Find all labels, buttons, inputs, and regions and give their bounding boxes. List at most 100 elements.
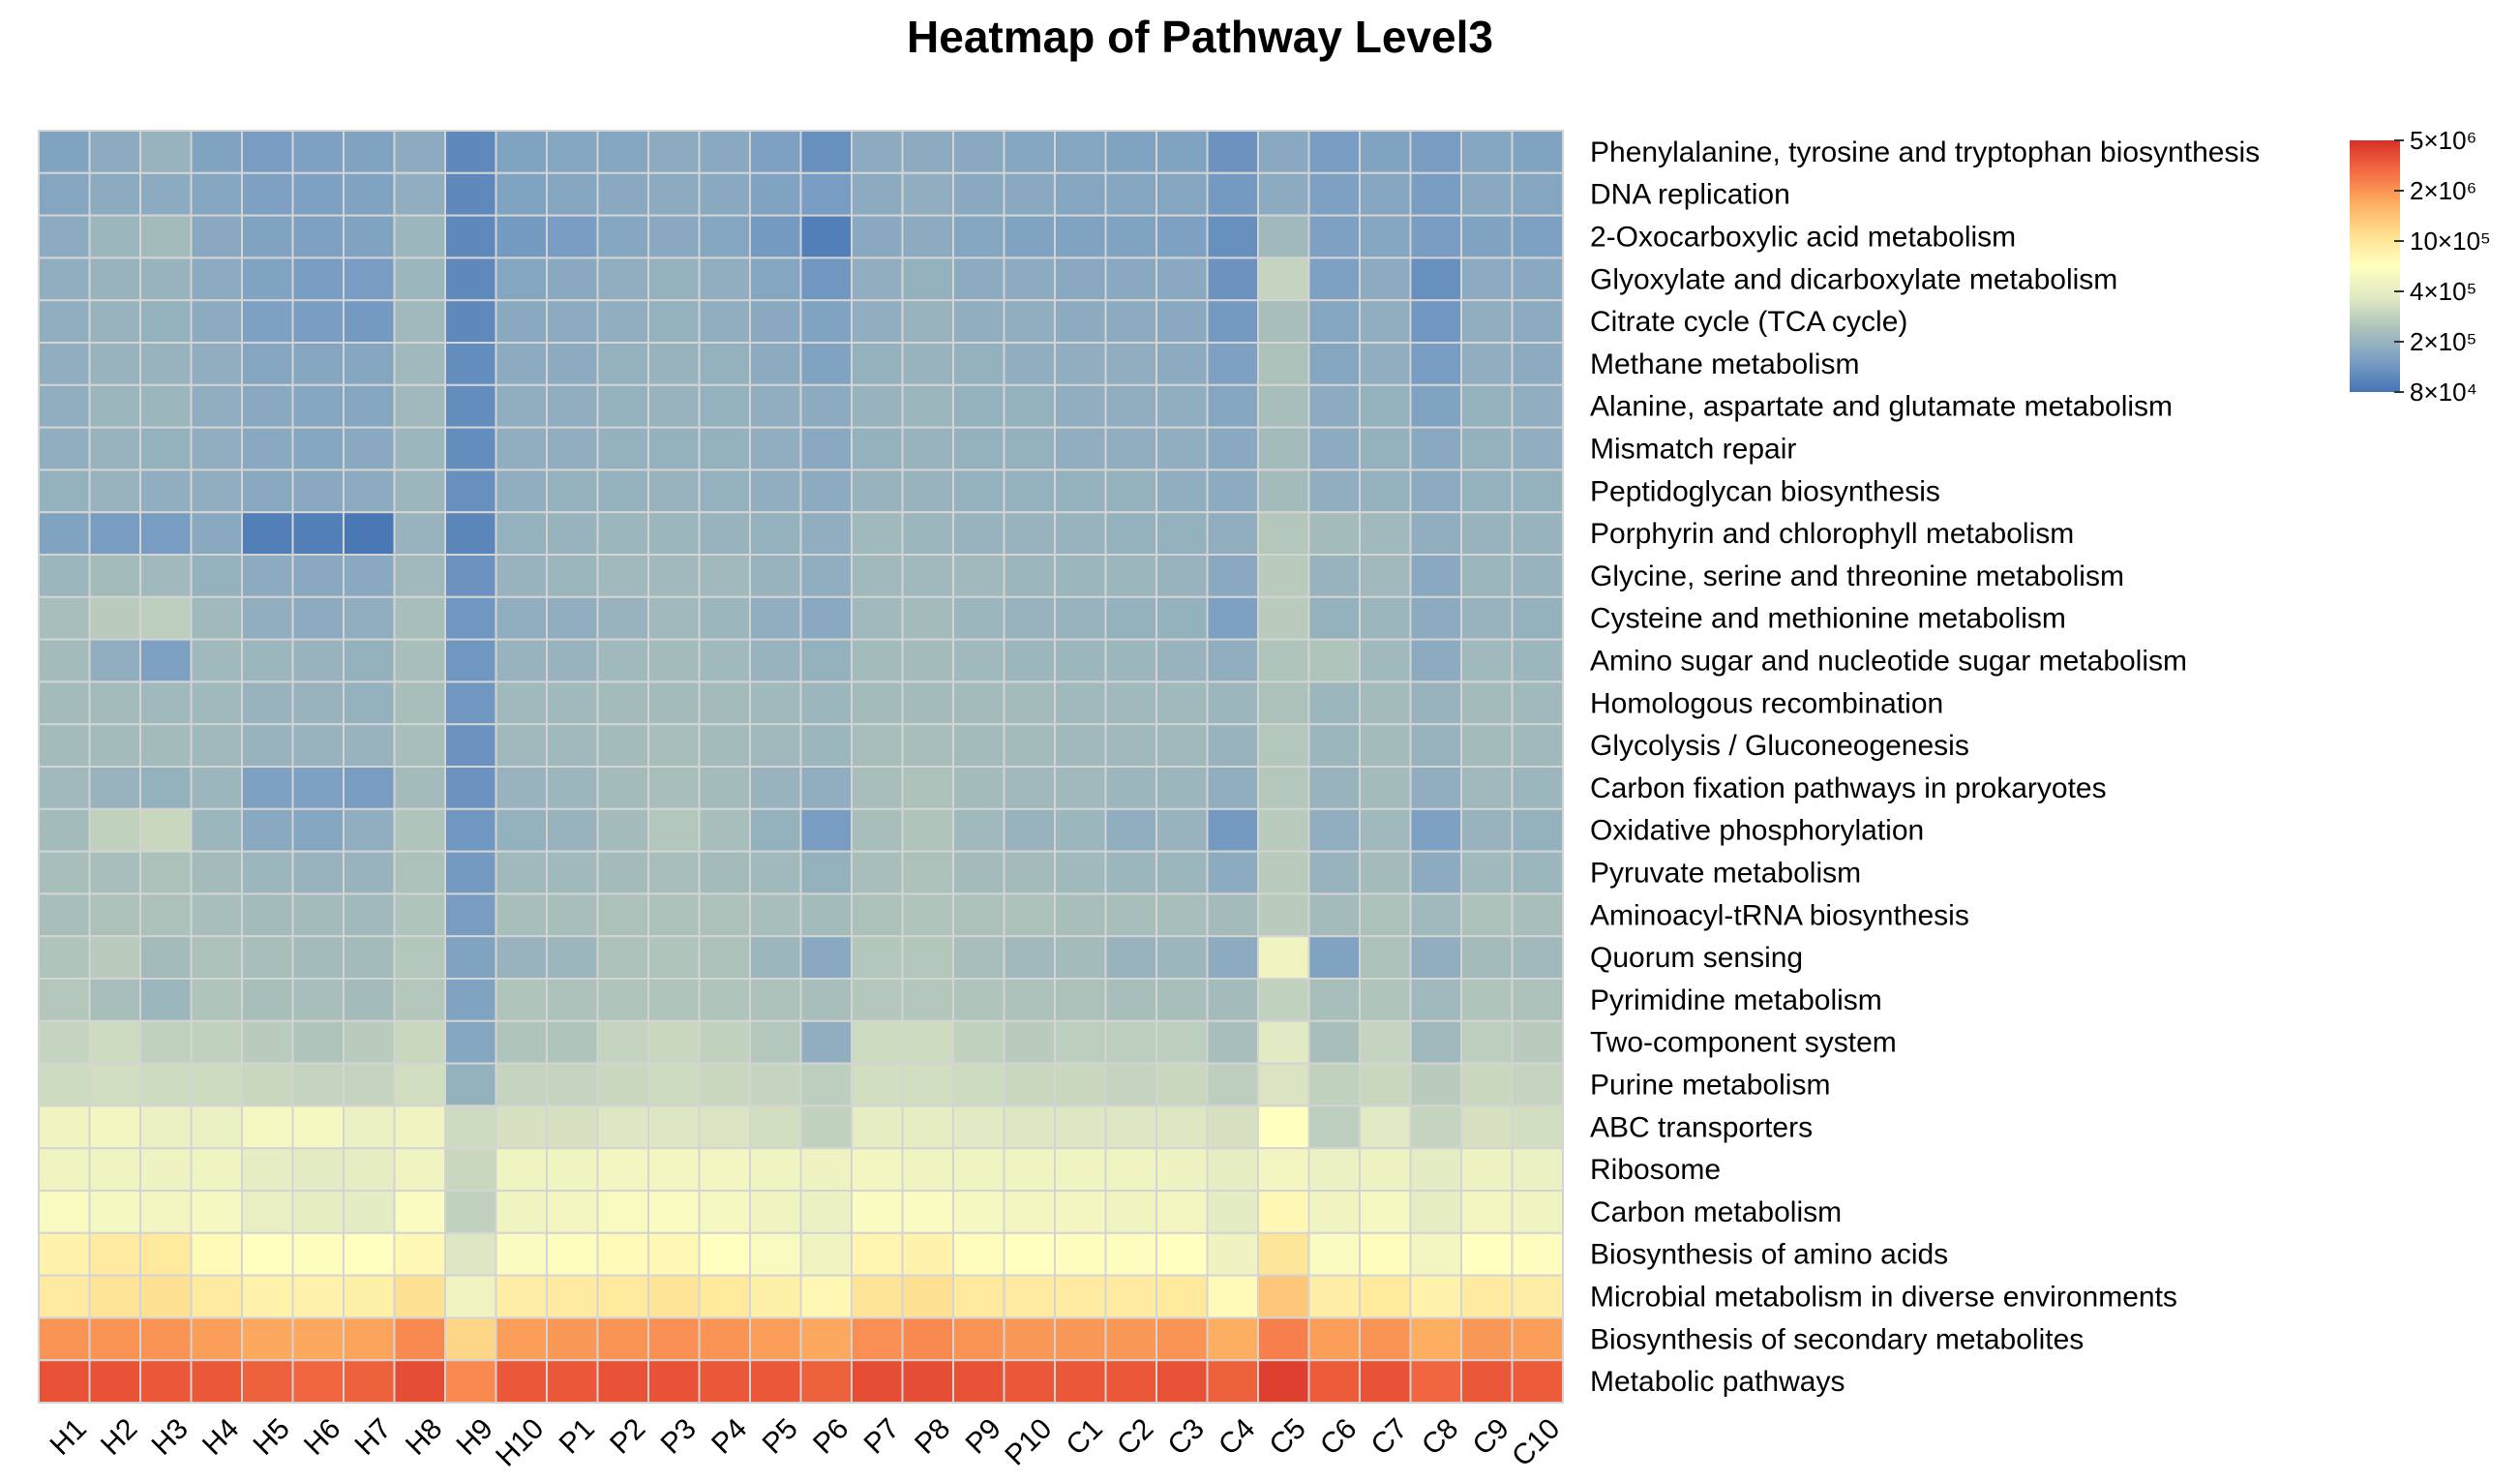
heatmap-cell [901,257,954,302]
heatmap-cell [901,1104,954,1150]
heatmap-cell [291,130,345,174]
heatmap-cell [291,766,345,810]
heatmap-cell [546,554,599,598]
heatmap-cell [291,426,345,471]
heatmap-cell [698,469,751,514]
heatmap-cell [393,257,446,302]
heatmap-cell [495,681,548,726]
heatmap-cell [546,850,599,895]
heatmap-cell [38,892,91,938]
heatmap-cell [749,850,802,895]
heatmap-cell [1155,1019,1209,1065]
heatmap-cell [1155,1231,1209,1277]
heatmap-cell [88,1147,141,1192]
heatmap-cell [1359,342,1412,386]
heatmap-cell [139,723,193,769]
heatmap-cell [799,1359,853,1404]
column-label: H1 [44,1412,92,1461]
heatmap-cell [1257,1019,1310,1065]
heatmap-cell [1460,511,1514,557]
heatmap-cell [799,342,853,386]
heatmap-cell [1307,892,1361,938]
heatmap-cell [799,130,853,174]
heatmap-cell [952,807,1005,853]
column-label: H3 [145,1412,194,1461]
row-label: Microbial metabolism in diverse environm… [1590,1282,2177,1314]
heatmap-cell [139,299,193,345]
heatmap-cell [546,681,599,726]
heatmap-cell [291,850,345,895]
heatmap-cell [1003,299,1056,345]
heatmap-cell [647,1147,701,1192]
heatmap-cell [291,554,345,598]
heatmap-cell [343,935,396,981]
row-label: Mismatch repair [1590,434,1796,466]
heatmap-cell [698,383,751,429]
heatmap-cell [647,1190,701,1234]
heatmap-cell [546,1104,599,1150]
heatmap-cell [495,1104,548,1150]
heatmap-cell [799,1062,853,1107]
heatmap-cell [647,342,701,386]
heatmap-cell [1257,383,1310,429]
heatmap-cell [546,595,599,641]
heatmap-cell [749,595,802,641]
heatmap-cell [88,978,141,1022]
heatmap-cell [1257,554,1310,598]
heatmap-cell [901,595,954,641]
heatmap-cell [1104,1019,1157,1065]
heatmap-cell [343,1062,396,1107]
heatmap-cell [1409,978,1462,1022]
heatmap-cell [190,1062,243,1107]
heatmap-cell [1155,554,1209,598]
heatmap-cell [647,638,701,683]
heatmap-cell [1054,511,1107,557]
heatmap-cell [1307,1019,1361,1065]
heatmap-cell [1307,1274,1361,1319]
heatmap-cell [1054,1316,1107,1362]
heatmap-cell [1104,1274,1157,1319]
heatmap-cell [952,723,1005,769]
heatmap-cell [190,1231,243,1277]
heatmap-cell [1257,214,1310,259]
heatmap-cell [1104,342,1157,386]
heatmap-cell [38,383,91,429]
heatmap-cell [1257,1190,1310,1234]
heatmap-cell [1003,214,1056,259]
heatmap-cell [1206,1231,1259,1277]
heatmap-cell [1206,1316,1259,1362]
heatmap-cell [1307,723,1361,769]
heatmap-cell [1054,681,1107,726]
heatmap-cell [1460,130,1514,174]
heatmap-cell [1104,299,1157,345]
heatmap-cell [901,892,954,938]
heatmap-cell [444,892,497,938]
heatmap-cell [241,171,294,217]
heatmap-cell [38,1062,91,1107]
heatmap-cell [901,469,954,514]
heatmap-cell [1104,426,1157,471]
heatmap-cell [88,383,141,429]
heatmap-cell [1155,383,1209,429]
heatmap-cell [698,807,751,853]
heatmap-cell [901,1190,954,1234]
heatmap-cell [343,850,396,895]
heatmap-cell [952,511,1005,557]
heatmap-cell [291,299,345,345]
heatmap-cell [1359,1147,1412,1192]
heatmap-cell [1359,978,1412,1022]
row-label: Oxidative phosphorylation [1590,815,1924,847]
heatmap-cell [1409,469,1462,514]
heatmap-cell [749,383,802,429]
heatmap-cell [139,766,193,810]
heatmap-cell [495,511,548,557]
heatmap-cell [1257,638,1310,683]
heatmap-cell [546,469,599,514]
heatmap-cell [1054,766,1107,810]
heatmap-cell [1359,130,1412,174]
heatmap-cell [851,595,904,641]
heatmap-cell [901,214,954,259]
heatmap-cell [546,383,599,429]
heatmap-cell [698,681,751,726]
heatmap-cell [1359,1104,1412,1150]
